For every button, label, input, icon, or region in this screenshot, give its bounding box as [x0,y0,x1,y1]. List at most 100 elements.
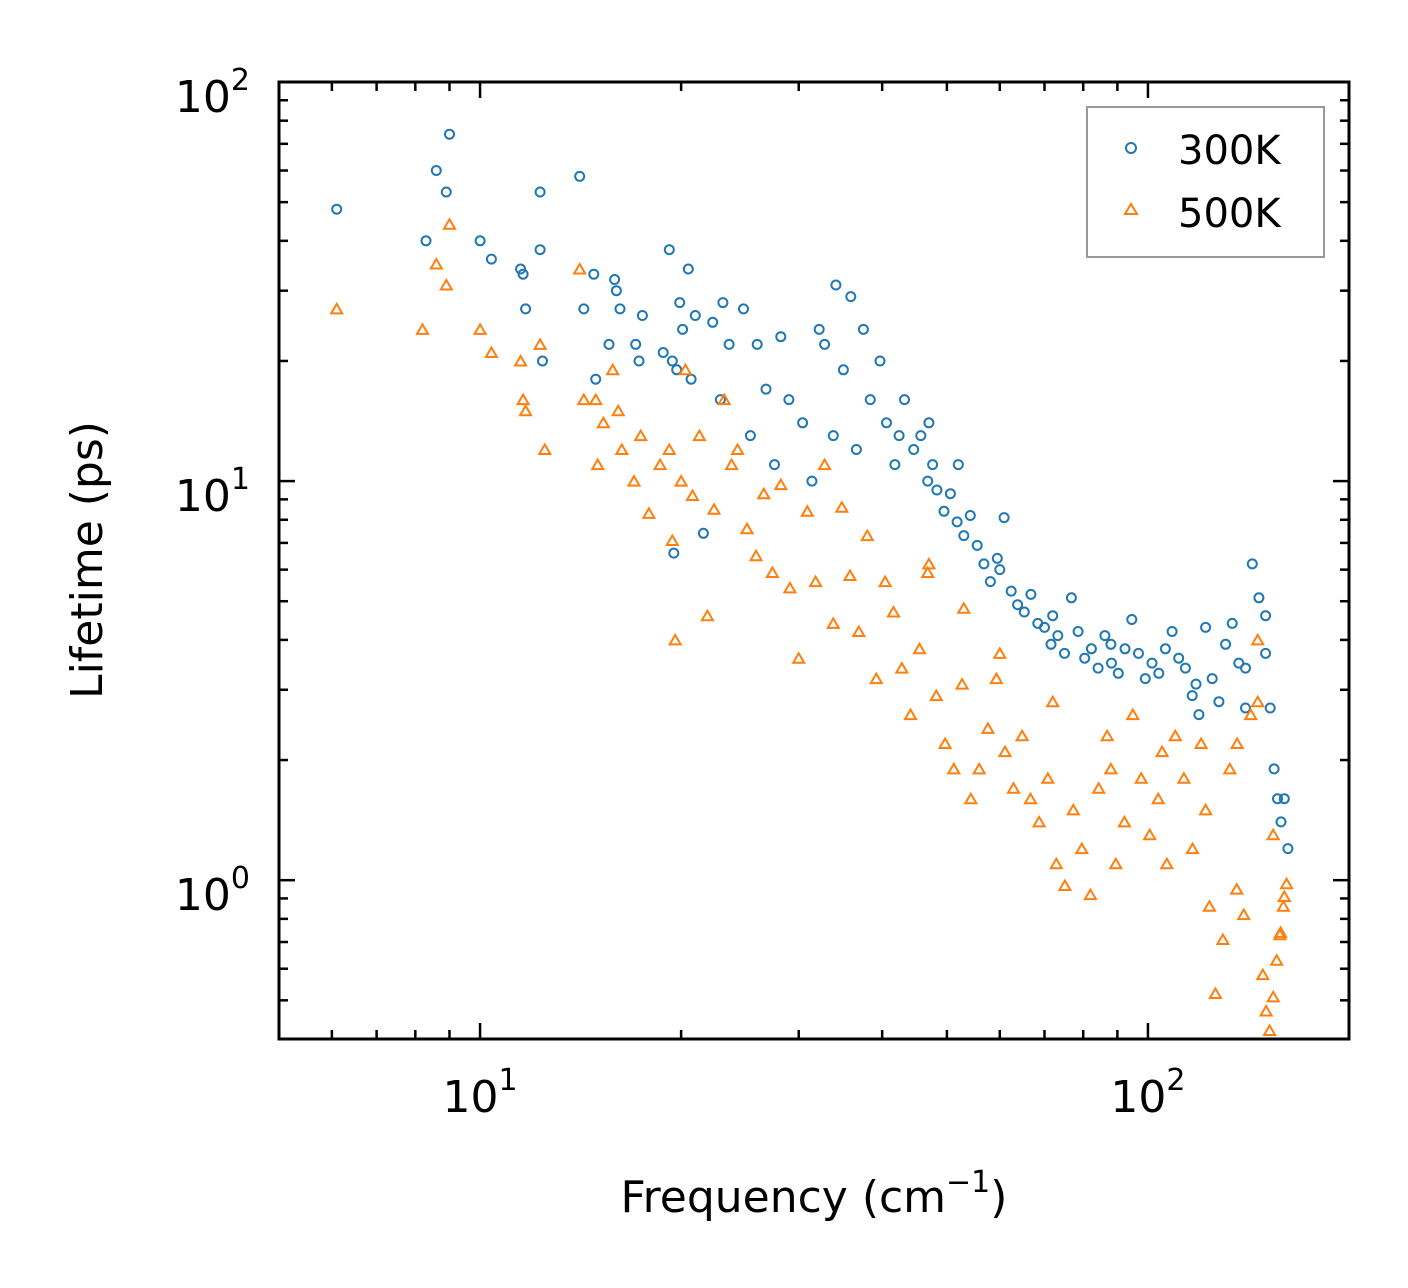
data-point-300k [1047,610,1059,622]
data-point-500k [329,301,344,315]
y-tick-label: 101 [175,462,250,522]
data-point-500k [773,477,789,491]
data-point-500k [1091,781,1106,794]
data-point-500k [842,568,858,581]
data-point-300k [1092,662,1104,674]
data-point-300k [1072,626,1084,637]
data-point-500k [1031,814,1047,828]
data-point-500k [912,641,927,655]
data-point-300k [797,417,809,429]
data-point-500k [817,457,832,471]
data-point-300k [994,564,1006,576]
data-point-300k [1193,709,1205,721]
axis-ticks [277,80,1351,1041]
data-point-300k [1264,702,1276,714]
data-point-500k [1125,707,1141,721]
data-point-500k [1185,841,1200,855]
data-point-300k [971,539,983,551]
data-point-500k [826,616,841,629]
data-point-500k [610,403,626,417]
data-point-500k [518,403,533,417]
data-point-300k [1106,657,1117,669]
data-point-500k [1269,953,1284,966]
data-point-300k [609,274,621,285]
data-point-300k [420,235,432,247]
data-point-300k [1253,592,1265,604]
data-point-300k [881,417,892,429]
data-point-500k [633,428,648,442]
data-point-300k [590,373,602,385]
data-point-500k [963,791,979,805]
data-point-300k [813,323,825,335]
data-point-300k [830,279,842,291]
data-point-300k [633,355,645,367]
y-axis-label: Lifetime (ps) [62,421,113,699]
data-point-500k [946,761,962,775]
data-point-500k [1222,761,1238,775]
data-point-300k [1240,702,1251,714]
data-point-300k [444,128,455,140]
data-point-300k [1039,621,1050,633]
data-point-500k [851,624,867,637]
data-point-500k [1193,736,1209,749]
data-point-300k [515,263,527,275]
data-point-500k [956,601,972,614]
data-point-500k [1202,899,1217,912]
data-point-300k [744,430,756,442]
data-point-500k [1250,632,1265,646]
data-point-300k [1018,606,1030,618]
data-point-500k [1103,761,1119,775]
data-point-500k [748,548,764,562]
data-point-500k [590,457,605,471]
data-point-300k [922,475,934,487]
data-point-300k [1166,626,1178,637]
data-point-300k [1099,630,1111,642]
data-point-300k [893,430,905,442]
data-point-300k [1173,652,1185,664]
data-point-300k [1278,793,1290,805]
data-point-300k [827,430,839,442]
data-point-300k [1139,673,1151,685]
data-point-500k [706,502,722,515]
data-point-300k [819,338,831,350]
data-point-500k [1159,856,1175,870]
data-point-500k [971,761,987,775]
data-points [329,128,1294,1036]
data-point-500k [667,632,683,646]
x-tick-label: 101 [443,1063,518,1123]
legend-label-500k: 500K [1178,191,1282,237]
data-point-500k [869,671,884,685]
data-point-300k [1206,673,1218,685]
data-point-300k [1045,638,1057,650]
data-point-500k [739,521,755,535]
data-point-300k [630,338,642,350]
data-point-300k [944,488,956,500]
data-point-300k [850,444,862,455]
data-point-500k [1176,771,1192,784]
data-point-300k [864,394,876,406]
data-point-300k [331,203,343,215]
data-point-500k [1273,925,1288,938]
data-point-300k [1065,592,1077,604]
data-point-300k [1112,667,1124,679]
data-point-500k [1117,814,1132,828]
data-point-300k [927,459,939,471]
data-point-300k [769,459,780,471]
data-point-500k [1236,907,1251,921]
data-point-500k [1229,736,1245,749]
data-point-300k [1146,657,1158,669]
data-point-500k [920,565,935,578]
data-point-500k [716,392,732,406]
data-point-300k [775,331,787,343]
y-tick-label: 102 [175,63,250,123]
data-point-500k [415,322,430,335]
data-point-300k [603,338,615,350]
data-point-300k [1133,647,1144,659]
data-point-500k [1150,791,1166,805]
data-point-300k [1268,763,1280,775]
data-point-300k [958,530,970,542]
data-point-500k [515,392,531,406]
data-point-300k [978,558,990,570]
data-point-300k [760,383,772,395]
